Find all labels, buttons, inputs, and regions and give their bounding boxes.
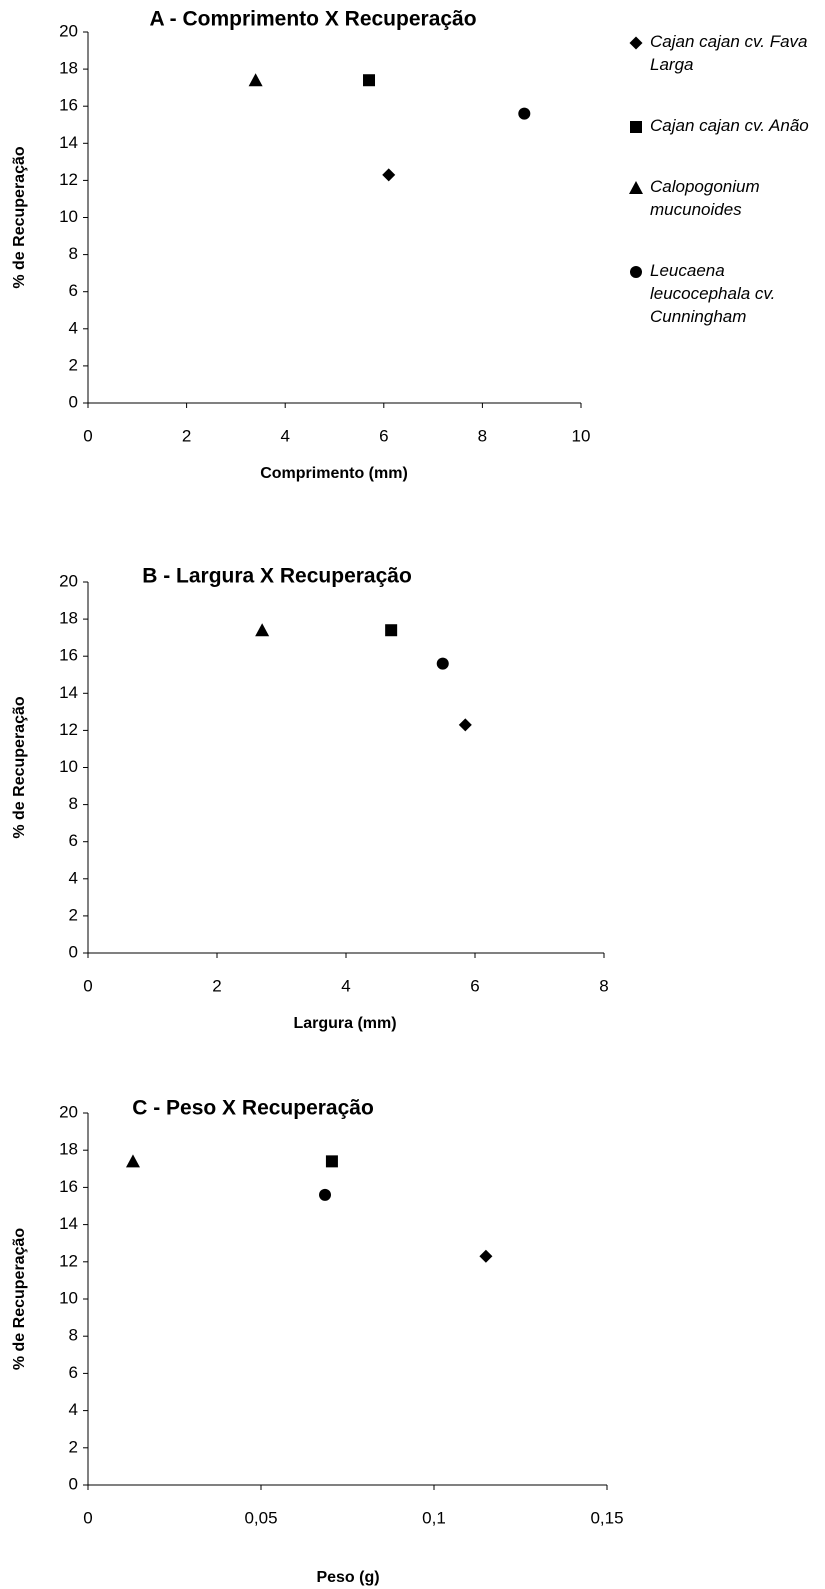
y-tick-label: 4	[69, 318, 78, 337]
x-tick-label: 0	[83, 976, 92, 995]
y-tick-label: 2	[69, 1437, 78, 1456]
legend-marker	[630, 266, 642, 278]
scatter-chart: 0 2 4 6 8 10 12 14 16 18 20 0 2 4 6 8 B - Largura X Recu…	[11, 565, 609, 1033]
marker	[385, 624, 398, 637]
legend-marker	[629, 36, 643, 50]
y-tick-label: 2	[69, 355, 78, 374]
legend-label: Calopogonium mucunoides	[650, 177, 760, 219]
y-tick-label: 0	[69, 392, 78, 411]
y-tick-label: 10	[59, 1288, 78, 1307]
marker	[479, 1249, 493, 1263]
y-tick-label: 4	[69, 868, 78, 887]
scatter-chart: 0 2 4 6 8 10 12 14 16 18 20 0 0,05 0,1 0,15 C - Peso X …	[11, 1097, 623, 1587]
y-tick-label: 20	[59, 21, 78, 40]
x-tick-label: 0	[83, 426, 92, 445]
legend-label: Leucaena leucocephala cv. Cunningham	[650, 261, 776, 326]
x-tick-label: 6	[379, 426, 388, 445]
legend: Cajan cajan cv. Fava Larga Cajan cajan cv…	[628, 30, 820, 366]
marker	[255, 623, 270, 637]
y-tick-label: 0	[69, 1474, 78, 1493]
x-tick-label: 4	[280, 426, 289, 445]
legend-marker	[629, 181, 643, 194]
y-axis-label: % de Recuperação	[11, 696, 28, 839]
y-tick-label: 8	[69, 1326, 78, 1345]
legend-item: Leucaena leucocephala cv. Cunningham	[628, 259, 820, 328]
y-tick-label: 12	[59, 1251, 78, 1270]
x-tick-label: 0,15	[590, 1508, 623, 1527]
y-tick-label: 12	[59, 170, 78, 189]
y-tick-label: 18	[59, 1140, 78, 1159]
x-tick-label: 6	[470, 976, 479, 995]
marker	[382, 168, 396, 182]
y-tick-label: 4	[69, 1400, 78, 1419]
y-axis-label: % de Recuperação	[11, 146, 28, 289]
y-axis-label: % de Recuperação	[11, 1228, 28, 1371]
marker	[325, 1155, 338, 1168]
scatter-chart: 0 2 4 6 8 10 12 14 16 18 20 0 2 4 6 8 10 A - Comprimento …	[11, 8, 590, 483]
y-tick-label: 6	[69, 831, 78, 850]
y-tick-label: 2	[69, 905, 78, 924]
legend-item: Calopogonium mucunoides	[628, 175, 820, 221]
x-axis-label: Largura (mm)	[293, 1015, 396, 1032]
x-tick-label: 0	[83, 1508, 92, 1527]
y-tick-label: 6	[69, 281, 78, 300]
x-tick-label: 0,05	[244, 1508, 277, 1527]
y-tick-label: 16	[59, 96, 78, 115]
y-tick-label: 14	[59, 133, 78, 152]
marker	[630, 121, 642, 133]
y-tick-label: 10	[59, 757, 78, 776]
y-tick-label: 6	[69, 1363, 78, 1382]
legend-item: Cajan cajan cv. Anão	[628, 114, 820, 137]
x-tick-label: 8	[599, 976, 608, 995]
x-axis-label: Peso (g)	[316, 1569, 379, 1586]
y-tick-label: 16	[59, 646, 78, 665]
legend-marker	[630, 121, 642, 133]
x-axis-label: Comprimento (mm)	[260, 465, 408, 482]
x-tick-label: 4	[341, 976, 350, 995]
y-tick-label: 10	[59, 207, 78, 226]
y-tick-label: 20	[59, 571, 78, 590]
x-tick-label: 10	[572, 426, 591, 445]
y-tick-label: 16	[59, 1177, 78, 1196]
legend-label: Cajan cajan cv. Fava Larga	[650, 32, 808, 74]
chart-title: B - Largura X Recuperação	[142, 565, 412, 588]
chart-title: C - Peso X Recuperação	[132, 1097, 374, 1120]
y-tick-label: 8	[69, 244, 78, 263]
y-tick-label: 14	[59, 1214, 78, 1233]
y-tick-label: 18	[59, 59, 78, 78]
y-tick-label: 12	[59, 720, 78, 739]
x-tick-label: 2	[182, 426, 191, 445]
x-tick-label: 2	[212, 976, 221, 995]
legend-label: Cajan cajan cv. Anão	[650, 116, 809, 135]
marker	[319, 1188, 332, 1201]
y-tick-label: 18	[59, 609, 78, 628]
marker	[458, 718, 472, 732]
marker	[518, 107, 531, 120]
marker	[629, 36, 643, 50]
marker	[629, 181, 643, 194]
marker	[363, 74, 376, 87]
marker	[125, 1154, 140, 1168]
marker	[630, 266, 642, 278]
marker	[248, 73, 263, 87]
chart-title: A - Comprimento X Recuperação	[149, 8, 476, 31]
x-tick-label: 8	[478, 426, 487, 445]
marker	[436, 657, 449, 670]
x-tick-label: 0,1	[422, 1508, 446, 1527]
legend-item: Cajan cajan cv. Fava Larga	[628, 30, 820, 76]
y-tick-label: 8	[69, 794, 78, 813]
y-tick-label: 0	[69, 942, 78, 961]
y-tick-label: 14	[59, 683, 78, 702]
y-tick-label: 20	[59, 1102, 78, 1121]
